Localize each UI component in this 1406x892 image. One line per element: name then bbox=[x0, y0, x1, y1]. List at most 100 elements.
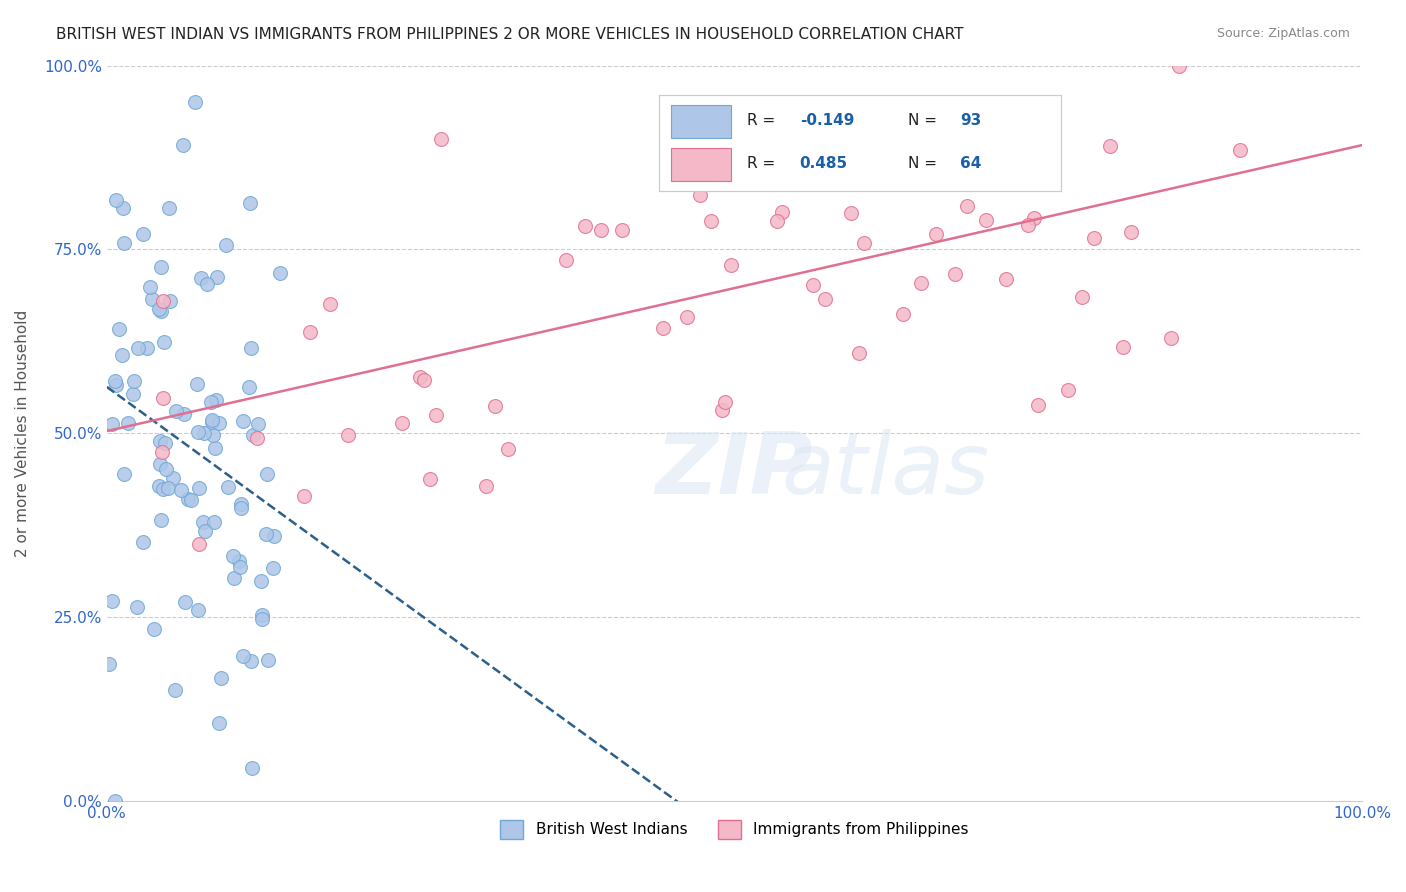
Immigrants from Philippines bbox=[1057, 383, 1080, 397]
British West Indians bbox=[200, 394, 222, 409]
British West Indians bbox=[238, 380, 260, 394]
Text: BRITISH WEST INDIAN VS IMMIGRANTS FROM PHILIPPINES 2 OR MORE VEHICLES IN HOUSEHO: BRITISH WEST INDIAN VS IMMIGRANTS FROM P… bbox=[56, 27, 963, 42]
British West Indians bbox=[252, 608, 274, 623]
Immigrants from Philippines bbox=[1083, 230, 1105, 244]
British West Indians bbox=[157, 201, 180, 215]
Immigrants from Philippines bbox=[1121, 225, 1143, 239]
British West Indians bbox=[170, 483, 193, 498]
British West Indians bbox=[207, 270, 229, 285]
Immigrants from Philippines bbox=[943, 267, 966, 281]
Y-axis label: 2 or more Vehicles in Household: 2 or more Vehicles in Household bbox=[15, 310, 30, 557]
Immigrants from Philippines bbox=[429, 132, 451, 146]
Immigrants from Philippines bbox=[591, 223, 613, 237]
Immigrants from Philippines bbox=[1036, 119, 1059, 133]
Immigrants from Philippines bbox=[1111, 340, 1133, 354]
British West Indians bbox=[201, 413, 224, 427]
British West Indians bbox=[141, 292, 163, 306]
Immigrants from Philippines bbox=[994, 271, 1017, 285]
Immigrants from Philippines bbox=[884, 126, 907, 140]
British West Indians bbox=[108, 321, 131, 335]
Immigrants from Philippines bbox=[853, 236, 876, 251]
British West Indians bbox=[240, 761, 263, 775]
British West Indians bbox=[257, 652, 280, 666]
Immigrants from Philippines bbox=[870, 115, 893, 129]
British West Indians bbox=[148, 479, 170, 493]
British West Indians bbox=[112, 467, 135, 481]
British West Indians bbox=[232, 649, 254, 664]
Immigrants from Philippines bbox=[412, 373, 434, 387]
Immigrants from Philippines bbox=[794, 157, 817, 171]
British West Indians bbox=[187, 425, 209, 440]
Text: atlas: atlas bbox=[780, 428, 988, 511]
British West Indians bbox=[132, 535, 155, 549]
British West Indians bbox=[142, 622, 165, 636]
Immigrants from Philippines bbox=[1032, 155, 1054, 169]
British West Indians bbox=[139, 280, 162, 294]
British West Indians bbox=[149, 434, 172, 449]
British West Indians bbox=[240, 654, 263, 668]
Immigrants from Philippines bbox=[1071, 290, 1094, 304]
British West Indians bbox=[217, 480, 239, 494]
British West Indians bbox=[201, 415, 224, 429]
Immigrants from Philippines bbox=[924, 227, 946, 241]
British West Indians bbox=[149, 304, 172, 318]
British West Indians bbox=[149, 457, 172, 471]
British West Indians bbox=[221, 549, 243, 564]
Immigrants from Philippines bbox=[474, 479, 496, 493]
British West Indians bbox=[207, 716, 229, 731]
British West Indians bbox=[121, 387, 143, 401]
Immigrants from Philippines bbox=[1167, 59, 1189, 73]
British West Indians bbox=[136, 342, 159, 356]
Immigrants from Philippines bbox=[770, 204, 793, 219]
Immigrants from Philippines bbox=[974, 213, 997, 227]
British West Indians bbox=[186, 376, 208, 391]
British West Indians bbox=[174, 595, 197, 609]
Immigrants from Philippines bbox=[337, 428, 360, 442]
Immigrants from Philippines bbox=[246, 431, 269, 445]
British West Indians bbox=[246, 417, 269, 431]
British West Indians bbox=[162, 471, 184, 485]
Immigrants from Philippines bbox=[574, 219, 596, 234]
British West Indians bbox=[104, 374, 127, 388]
Immigrants from Philippines bbox=[696, 145, 718, 159]
British West Indians bbox=[228, 560, 250, 574]
Immigrants from Philippines bbox=[766, 214, 789, 228]
Immigrants from Philippines bbox=[956, 199, 979, 213]
British West Indians bbox=[262, 560, 284, 574]
Immigrants from Philippines bbox=[319, 297, 342, 311]
British West Indians bbox=[117, 416, 139, 430]
British West Indians bbox=[232, 414, 254, 428]
Immigrants from Philippines bbox=[1017, 218, 1039, 232]
British West Indians bbox=[112, 201, 135, 215]
Immigrants from Philippines bbox=[714, 394, 737, 409]
Immigrants from Philippines bbox=[484, 399, 506, 413]
British West Indians bbox=[184, 95, 207, 110]
British West Indians bbox=[104, 193, 127, 207]
Immigrants from Philippines bbox=[652, 321, 675, 335]
British West Indians bbox=[250, 612, 273, 626]
British West Indians bbox=[202, 516, 225, 530]
British West Indians bbox=[159, 294, 181, 309]
British West Indians bbox=[193, 425, 215, 440]
British West Indians bbox=[250, 574, 273, 588]
British West Indians bbox=[148, 302, 170, 317]
British West Indians bbox=[190, 271, 212, 285]
British West Indians bbox=[105, 378, 128, 392]
Immigrants from Philippines bbox=[689, 187, 711, 202]
British West Indians bbox=[172, 138, 194, 153]
Immigrants from Philippines bbox=[848, 346, 870, 360]
British West Indians bbox=[101, 593, 124, 607]
British West Indians bbox=[229, 497, 252, 511]
Immigrants from Philippines bbox=[801, 278, 824, 293]
Immigrants from Philippines bbox=[876, 141, 898, 155]
Immigrants from Philippines bbox=[700, 214, 723, 228]
Immigrants from Philippines bbox=[676, 310, 699, 324]
Immigrants from Philippines bbox=[710, 402, 733, 417]
British West Indians bbox=[211, 671, 233, 685]
British West Indians bbox=[125, 600, 148, 615]
British West Indians bbox=[152, 482, 174, 496]
Immigrants from Philippines bbox=[152, 294, 174, 309]
British West Indians bbox=[157, 481, 180, 495]
Immigrants from Philippines bbox=[298, 325, 321, 339]
British West Indians bbox=[204, 441, 226, 455]
